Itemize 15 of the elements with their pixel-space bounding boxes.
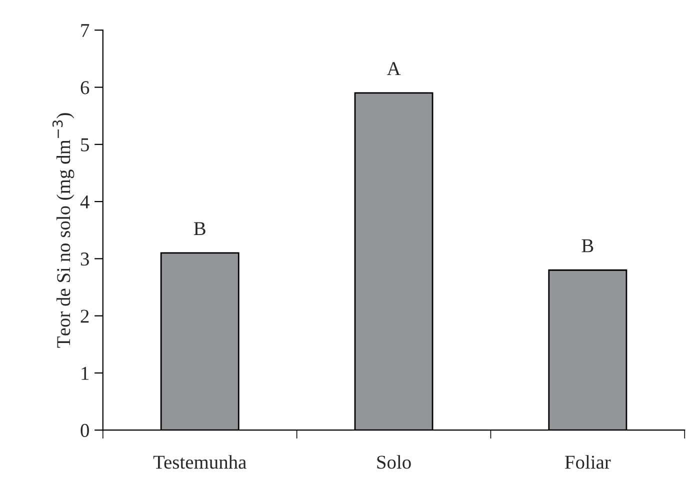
y-tick-label: 2 — [80, 310, 89, 323]
y-tick-label: 4 — [80, 196, 90, 208]
annotation: B — [194, 222, 206, 236]
x-tick-label: Testemunha — [153, 455, 246, 469]
x-tick-label: Solo — [377, 455, 411, 469]
y-tick-label: 5 — [81, 138, 89, 152]
y-tick-label: 3 — [80, 252, 89, 266]
annotation: A — [386, 62, 401, 75]
annotation: B — [582, 239, 594, 252]
y-tick-label: 6 — [80, 81, 90, 94]
y-tick-label: 0 — [80, 424, 89, 438]
y-axis-title: Teor de Si no solo (mg dm$^{−3}$) — [52, 113, 74, 348]
y-tick-label: 1 — [82, 366, 89, 380]
y-tick-label: 7 — [81, 24, 90, 37]
x-tick-label: Foliar — [565, 455, 611, 469]
